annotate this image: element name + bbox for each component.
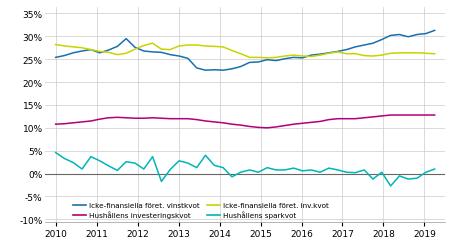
Legend: Icke-finansiella föret. vinstkvot, Hushållens investeringskvot, Icke-finansiella: Icke-finansiella föret. vinstkvot, Hushå… xyxy=(73,202,329,218)
